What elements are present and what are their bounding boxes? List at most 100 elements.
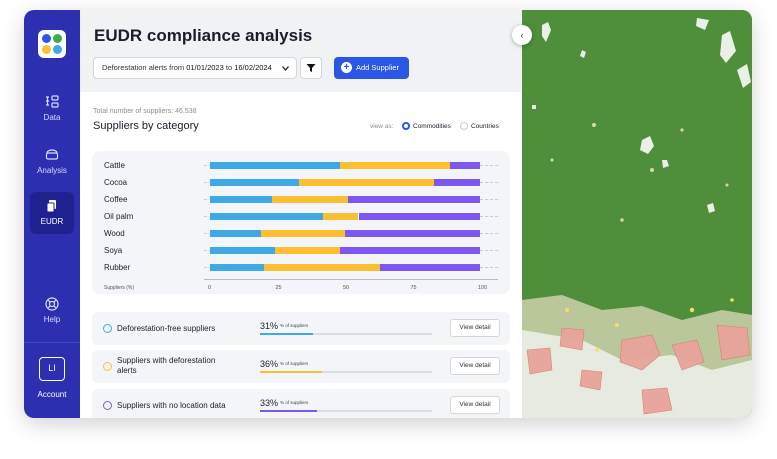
progress-track <box>260 333 432 335</box>
filter-to-date: 16/02/2024 <box>234 63 272 72</box>
card-deforestation-free: Deforestation-free suppliers 31% % of su… <box>92 312 510 345</box>
card-percent: 33% <box>260 398 279 408</box>
card-percent-label: % of suppliers <box>280 400 309 405</box>
radio-commodities[interactable] <box>402 122 410 130</box>
bar-free[interactable] <box>210 230 262 237</box>
bar-no-location[interactable] <box>358 213 480 220</box>
app-window: Data Analysis EUDR Help LI Account EUDR … <box>24 10 752 418</box>
chevron-left-icon: ‹ <box>520 30 524 40</box>
bar-free[interactable] <box>210 162 340 169</box>
filter-from-date: 01/01/2023 <box>186 63 224 72</box>
bar-alerts[interactable] <box>323 213 359 220</box>
filter-prefix: Deforestation alerts from <box>102 63 185 72</box>
category-label: Oil palm <box>104 212 134 221</box>
add-supplier-label: Add Supplier <box>356 63 399 72</box>
category-label: Coffee <box>104 195 128 204</box>
progress-fill <box>260 371 322 373</box>
bar-no-location[interactable] <box>450 162 480 169</box>
map-view[interactable] <box>522 10 752 418</box>
radio-commodities-label[interactable]: Commodities <box>413 123 451 130</box>
progress-fill <box>260 410 317 412</box>
progress-track <box>260 410 432 412</box>
status-ring-icon <box>103 362 112 371</box>
bar-alerts[interactable] <box>261 230 345 237</box>
progress-track <box>260 371 432 373</box>
x-tick-label: 25 <box>275 285 282 291</box>
date-range-select[interactable]: Deforestation alerts from 01/01/2023 to … <box>93 57 297 79</box>
sidebar-item-help[interactable]: Help <box>30 290 74 332</box>
radio-countries-label[interactable]: Countries <box>471 123 499 130</box>
card-label: Suppliers with no location data <box>117 401 226 410</box>
radio-countries[interactable] <box>460 122 468 130</box>
sidebar-item-analysis[interactable]: Analysis <box>30 141 74 183</box>
x-tick-label: 100 <box>478 285 488 291</box>
bar-no-location[interactable] <box>339 247 480 254</box>
bar-no-location[interactable] <box>347 196 480 203</box>
analysis-icon <box>45 149 59 160</box>
status-ring-icon <box>103 401 112 410</box>
filter-button[interactable] <box>300 57 322 79</box>
card-percent-label: % of suppliers <box>280 361 309 366</box>
sidebar-item-eudr[interactable]: EUDR <box>30 192 74 234</box>
category-label: Cattle <box>104 161 125 170</box>
bar-free[interactable] <box>210 247 275 254</box>
help-icon <box>45 297 59 311</box>
sidebar-item-data[interactable]: Data <box>30 88 74 130</box>
view-detail-button[interactable]: View detail <box>450 319 500 337</box>
bar-alerts[interactable] <box>264 264 381 271</box>
app-logo[interactable] <box>38 30 66 58</box>
bar-free[interactable] <box>210 196 273 203</box>
add-supplier-button[interactable]: + Add Supplier <box>334 57 409 79</box>
account-label[interactable]: Account <box>37 390 67 399</box>
x-axis <box>204 279 498 280</box>
avatar[interactable]: LI <box>39 357 65 381</box>
section-title: Suppliers by category <box>93 120 199 132</box>
bar-free[interactable] <box>210 179 300 186</box>
filter-to-word: to <box>225 63 233 72</box>
category-label: Wood <box>104 229 125 238</box>
bar-alerts[interactable] <box>274 247 340 254</box>
x-tick-label: 50 <box>343 285 350 291</box>
category-label: Cocoa <box>104 178 128 187</box>
sidebar-item-label: EUDR <box>40 217 64 226</box>
bar-free[interactable] <box>210 213 324 220</box>
view-detail-button[interactable]: View detail <box>450 396 500 414</box>
plus-icon: + <box>341 62 352 73</box>
x-tick-label: 75 <box>410 285 417 291</box>
card-percent: 36% <box>260 359 279 369</box>
view-detail-button[interactable]: View detail <box>450 357 500 375</box>
page-header: EUDR compliance analysis Deforestation a… <box>80 10 522 92</box>
card-no-location: Suppliers with no location data 33% % of… <box>92 389 510 418</box>
content-area: Total number of suppliers: 46.538 Suppli… <box>80 92 522 418</box>
divider <box>24 342 80 343</box>
main-panel: EUDR compliance analysis Deforestation a… <box>80 10 522 418</box>
card-percent: 31% <box>260 321 279 331</box>
data-icon <box>46 95 59 108</box>
bar-no-location[interactable] <box>345 230 480 237</box>
sidebar-item-label: Data <box>43 113 61 122</box>
collapse-panel-button[interactable]: ‹ <box>512 25 532 45</box>
bar-alerts[interactable] <box>299 179 435 186</box>
sidebar-item-label: Analysis <box>37 166 67 175</box>
eudr-icon <box>46 200 56 213</box>
sidebar-item-label: Help <box>43 315 61 324</box>
suppliers-by-category-chart: Suppliers (%) Cattle Cocoa Coffee Oil palm W… <box>92 151 510 294</box>
card-percent-label: % of suppliers <box>280 323 309 328</box>
filter-icon <box>306 64 316 72</box>
bar-alerts[interactable] <box>272 196 348 203</box>
status-ring-icon <box>103 324 112 333</box>
bar-no-location[interactable] <box>380 264 480 271</box>
category-label: Rubber <box>104 263 131 272</box>
bar-free[interactable] <box>210 264 264 271</box>
page-title: EUDR compliance analysis <box>94 26 313 45</box>
x-axis-label: Suppliers (%) <box>104 285 135 291</box>
total-suppliers: Total number of suppliers: 46.538 <box>93 108 197 115</box>
card-label: Deforestation-free suppliers <box>117 324 216 333</box>
card-deforestation-alerts: Suppliers with deforestation alerts 36% … <box>92 350 510 383</box>
x-tick-label: 0 <box>208 285 212 291</box>
category-label: Soya <box>104 246 123 255</box>
bar-alerts[interactable] <box>339 162 451 169</box>
map-canvas <box>522 10 752 418</box>
view-as-label: view as: <box>370 123 394 130</box>
bar-no-location[interactable] <box>434 179 480 186</box>
